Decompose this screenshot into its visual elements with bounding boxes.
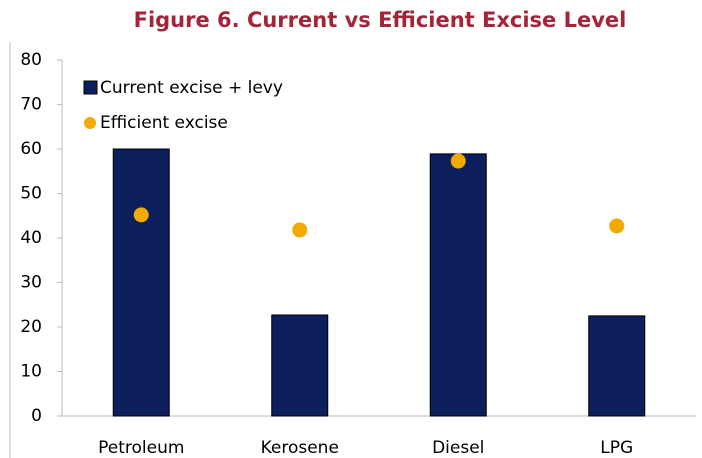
bar [588, 315, 646, 417]
y-tick-label: 40 [20, 228, 42, 248]
bar [112, 148, 170, 417]
dot [133, 207, 149, 223]
chart-title: Figure 6. Current vs Efficient Excise Le… [134, 8, 627, 32]
legend-swatch [83, 80, 98, 95]
x-tick-label: LPG [600, 438, 633, 458]
bar [429, 153, 487, 417]
dot [609, 218, 625, 234]
x-tick-label: Petroleum [98, 438, 184, 458]
legend-swatch [84, 117, 96, 129]
y-tick-label: 60 [20, 139, 42, 159]
dot [292, 222, 308, 238]
y-tick-label: 50 [20, 184, 42, 204]
x-tick-label: Diesel [432, 438, 484, 458]
y-tick-label: 30 [20, 273, 42, 293]
dot [450, 153, 466, 169]
bar [271, 314, 329, 417]
x-tick-label: Kerosene [261, 438, 339, 458]
y-tick-label: 10 [20, 362, 42, 382]
y-tick-label: 70 [20, 95, 42, 115]
y-tick-label: 20 [20, 317, 42, 337]
legend-label: Current excise + levy [100, 78, 283, 98]
y-tick-label: 0 [31, 406, 42, 426]
y-tick-label: 80 [20, 50, 42, 70]
legend-label: Efficient excise [100, 113, 228, 133]
